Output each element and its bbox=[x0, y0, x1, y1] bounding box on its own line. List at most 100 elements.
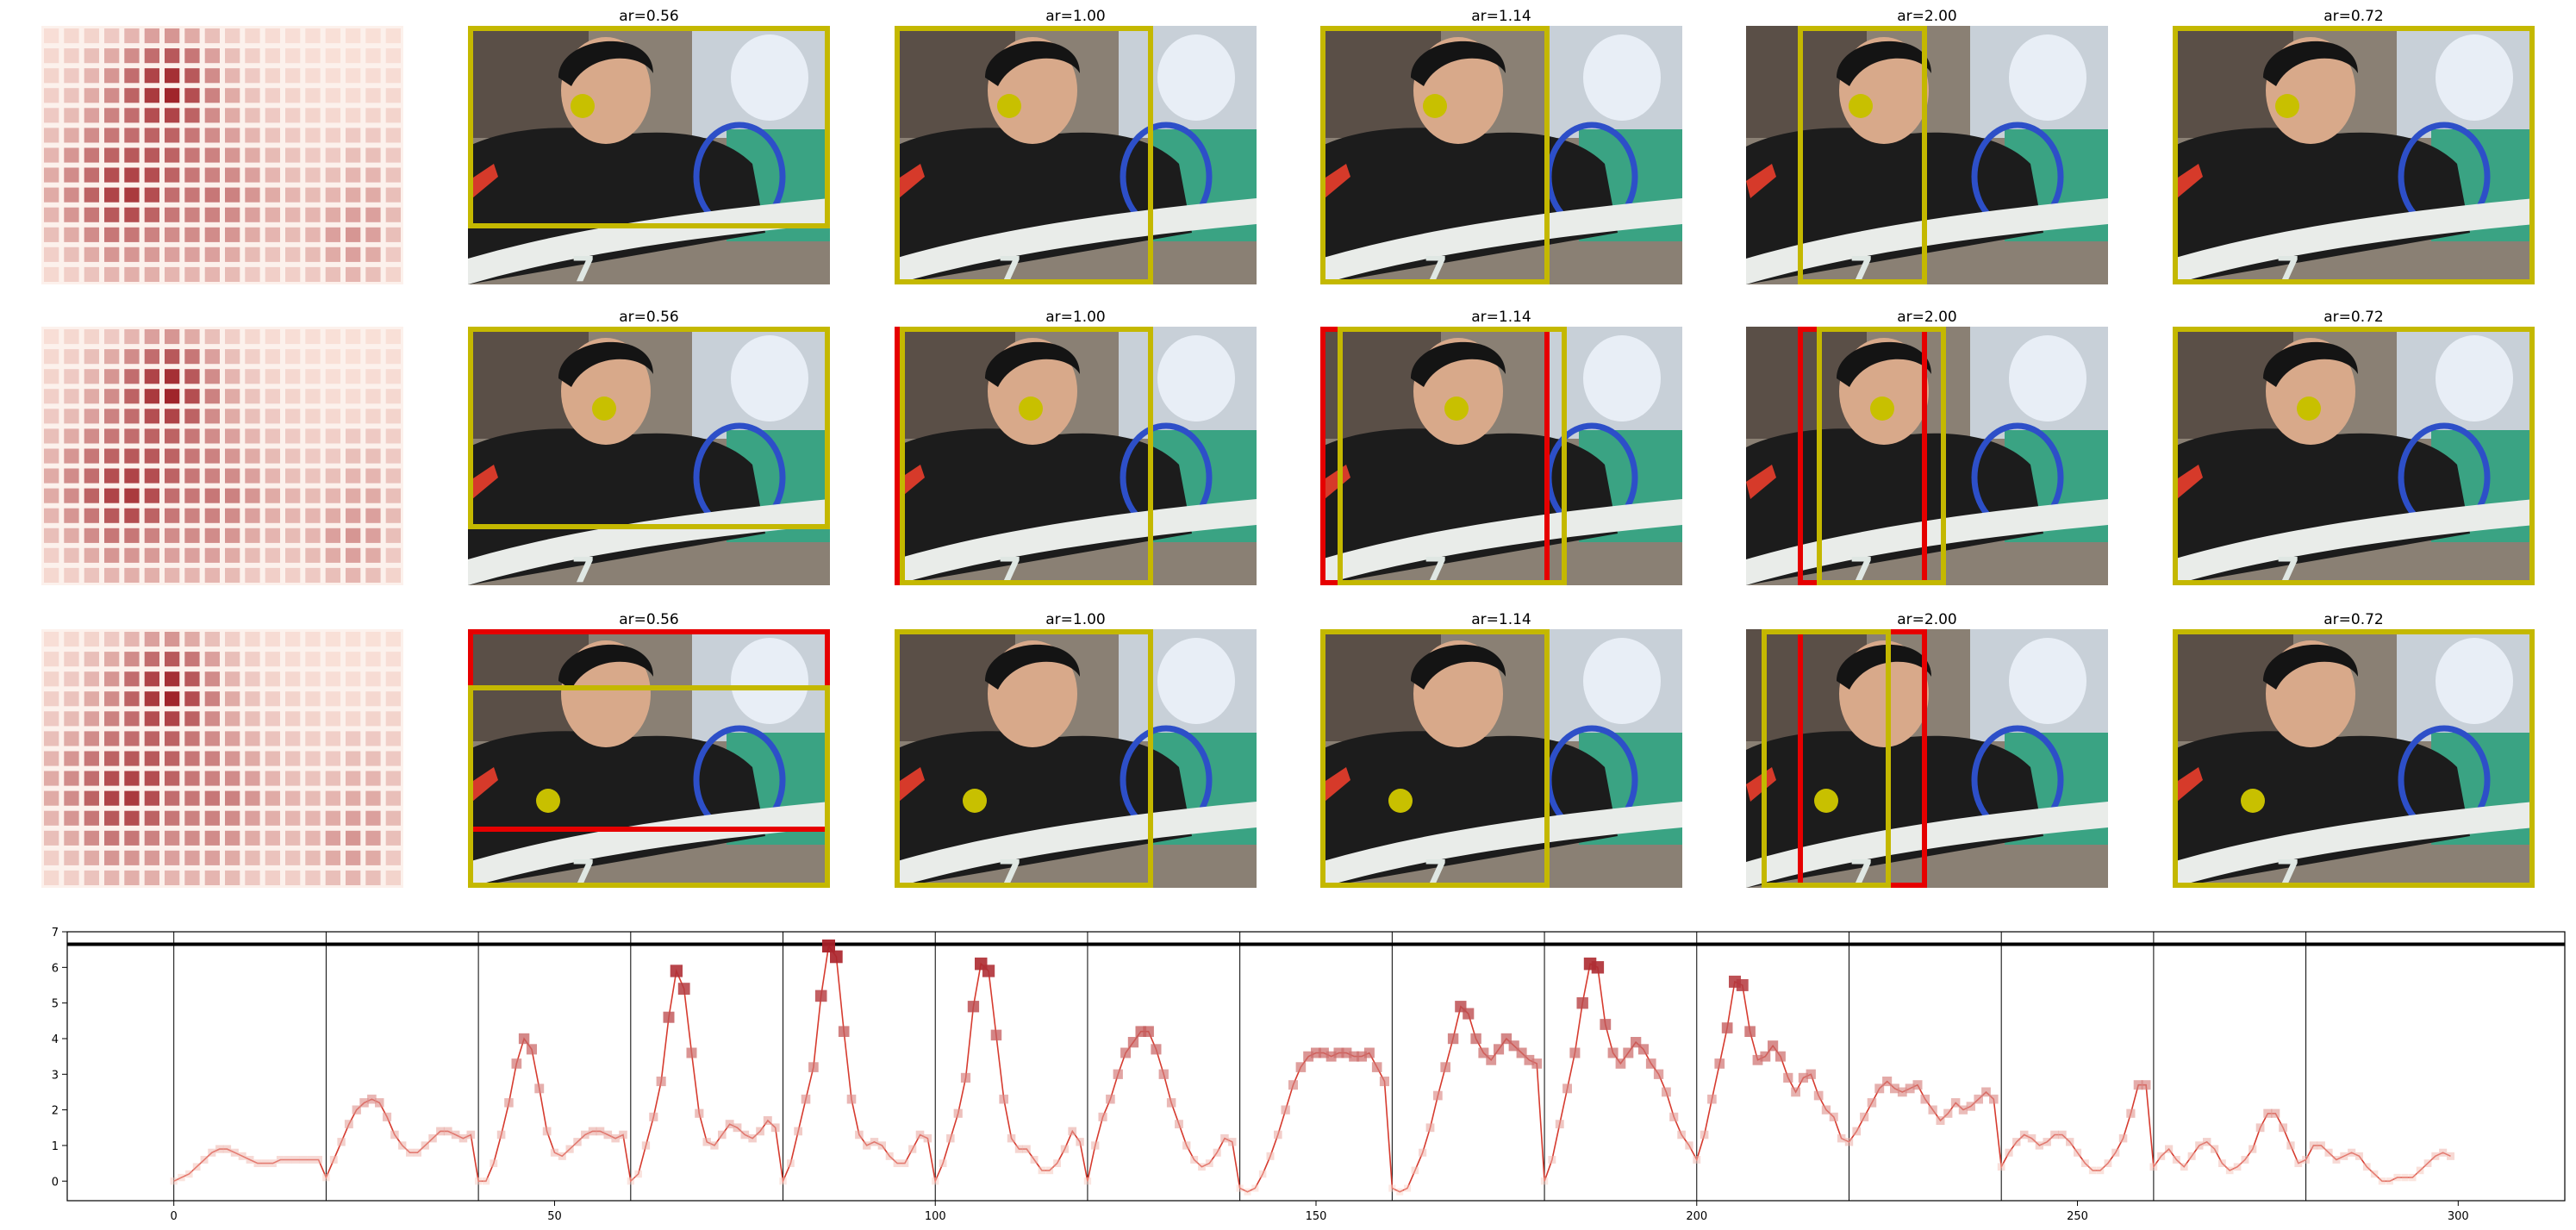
heatmap-cell bbox=[285, 567, 301, 583]
heatmap-cell bbox=[165, 128, 180, 143]
heatmap-cell bbox=[225, 128, 240, 143]
badminton-player-photo: 7 bbox=[468, 26, 830, 284]
heatmap-cell bbox=[245, 870, 260, 885]
heatmap-cell bbox=[44, 389, 59, 404]
heatmap-cell bbox=[44, 528, 59, 543]
data-point bbox=[990, 1029, 1002, 1041]
crop-panel: 7 ar=1.00 bbox=[895, 611, 1257, 888]
data-point bbox=[923, 1133, 932, 1143]
heatmap-cell bbox=[64, 349, 79, 365]
heatmap-cell bbox=[245, 247, 260, 262]
data-point bbox=[1053, 1159, 1061, 1167]
heatmap-cell bbox=[84, 508, 99, 523]
heatmap-cell bbox=[104, 731, 120, 746]
heatmap-cell bbox=[204, 128, 220, 143]
heatmap-cell bbox=[346, 790, 361, 806]
heatmap-cell bbox=[144, 247, 159, 262]
heatmap-cell bbox=[124, 187, 140, 203]
heatmap-cell bbox=[365, 266, 381, 282]
data-point bbox=[718, 1130, 727, 1139]
data-point bbox=[558, 1152, 566, 1160]
data-point bbox=[1143, 1026, 1154, 1037]
shirt-number: 7 bbox=[998, 250, 1022, 290]
heatmap-cell bbox=[84, 329, 99, 345]
photo-bg-blur bbox=[1157, 335, 1235, 421]
heatmap-cell bbox=[184, 468, 200, 484]
heatmap-cell bbox=[245, 389, 260, 404]
heatmap-background bbox=[41, 629, 403, 888]
heatmap-cell bbox=[44, 632, 59, 647]
heatmap-cell bbox=[285, 810, 301, 826]
y-tick-label: 3 bbox=[52, 1069, 59, 1082]
heatmap-cell bbox=[305, 448, 321, 464]
heatmap-cell bbox=[44, 207, 59, 222]
heatmap-cell bbox=[64, 671, 79, 687]
data-point bbox=[677, 983, 690, 995]
heatmap-cell bbox=[325, 810, 340, 826]
heatmap-cell bbox=[184, 711, 200, 727]
heatmap-cell bbox=[305, 88, 321, 103]
data-point bbox=[1591, 961, 1605, 974]
data-point bbox=[2211, 1145, 2219, 1153]
net-tape bbox=[468, 499, 830, 585]
heatmap-cell bbox=[245, 48, 260, 64]
data-point bbox=[1060, 1145, 1069, 1153]
heatmap-cell bbox=[204, 711, 220, 727]
data-point bbox=[2447, 1152, 2454, 1160]
heatmap-cell bbox=[144, 567, 159, 583]
data-point bbox=[1447, 1033, 1459, 1045]
data-point bbox=[1562, 1083, 1572, 1094]
heatmap-cell bbox=[225, 790, 240, 806]
data-point bbox=[375, 1098, 384, 1108]
data-point bbox=[967, 1001, 980, 1013]
heatmap-cell bbox=[225, 247, 240, 262]
net-tape bbox=[895, 802, 1257, 888]
heatmap-cell bbox=[245, 468, 260, 484]
heatmap-cell bbox=[325, 409, 340, 424]
heatmap-cell bbox=[204, 751, 220, 766]
heatmap-cell bbox=[104, 790, 120, 806]
heatmap-cell bbox=[204, 68, 220, 84]
heatmap-cell bbox=[104, 227, 120, 242]
heatmap-cell bbox=[64, 652, 79, 667]
shirt-number: 7 bbox=[2276, 853, 2300, 893]
data-point bbox=[215, 1145, 224, 1153]
data-point bbox=[649, 1112, 658, 1121]
heatmap-cell bbox=[124, 810, 140, 826]
crop-box bbox=[468, 685, 830, 888]
crop-box bbox=[2173, 629, 2535, 888]
heatmap-cell bbox=[184, 48, 200, 64]
heatmap-cell bbox=[184, 128, 200, 143]
data-point bbox=[1524, 1054, 1535, 1065]
heatmap-cell bbox=[265, 731, 280, 746]
data-point bbox=[1685, 1141, 1693, 1150]
net-tape bbox=[1320, 198, 1682, 284]
heatmap-cell bbox=[365, 731, 381, 746]
panel-title: ar=0.72 bbox=[2323, 611, 2384, 628]
data-point bbox=[1175, 1120, 1183, 1129]
heatmap-cell bbox=[64, 870, 79, 885]
badminton-player-photo: 7 bbox=[1320, 26, 1682, 284]
data-point bbox=[1882, 1077, 1893, 1087]
heatmap-cell bbox=[285, 369, 301, 384]
badminton-player-photo: 7 bbox=[468, 327, 830, 585]
heatmap-cell bbox=[225, 810, 240, 826]
data-point bbox=[1943, 1108, 1953, 1118]
heatmap-cell bbox=[165, 547, 180, 563]
heatmap-cell bbox=[245, 428, 260, 444]
data-point bbox=[1677, 1130, 1686, 1139]
heatmap-cell bbox=[365, 88, 381, 103]
data-point bbox=[901, 1159, 909, 1167]
data-point bbox=[534, 1083, 545, 1094]
heatmap-cell bbox=[305, 671, 321, 687]
heatmap-cell bbox=[365, 547, 381, 563]
heatmap-cell bbox=[265, 567, 280, 583]
crop-box bbox=[1320, 26, 1550, 284]
data-point bbox=[1936, 1116, 1945, 1125]
heatmap-cell bbox=[144, 691, 159, 707]
heatmap-cell bbox=[285, 547, 301, 563]
heatmap-cell bbox=[245, 147, 260, 163]
data-point bbox=[413, 1148, 421, 1157]
heatmap-cell bbox=[385, 711, 401, 727]
crop-panel: 7 ar=0.56 bbox=[468, 8, 830, 284]
